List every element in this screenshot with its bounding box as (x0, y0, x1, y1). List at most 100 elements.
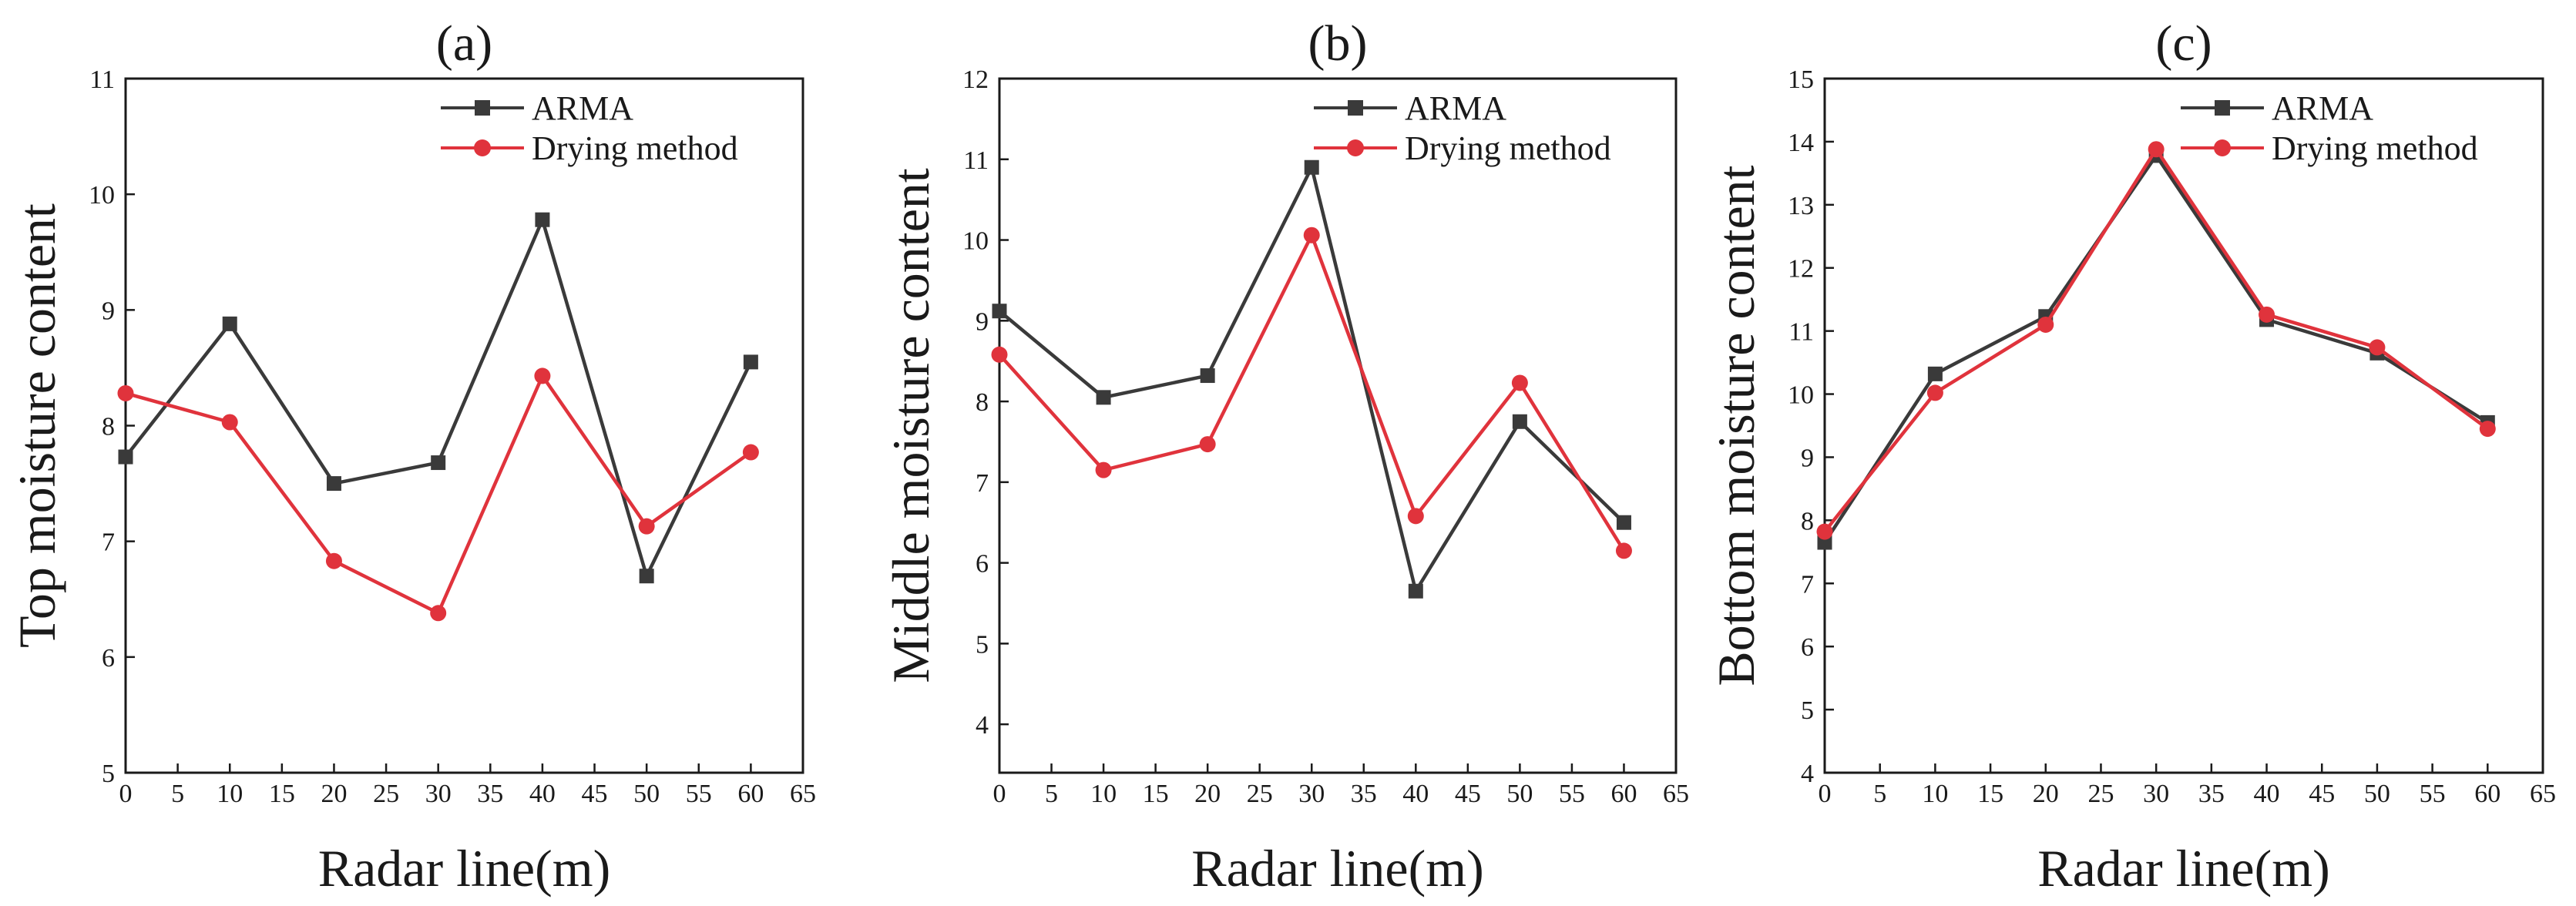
y-tick-label: 13 (1788, 192, 1814, 220)
legend-entry-drying-method: Drying method (441, 129, 738, 167)
y-tick-label: 7 (976, 469, 989, 498)
y-tick-label: 6 (1801, 633, 1814, 662)
legend-label: Drying method (2272, 129, 2478, 167)
x-tick-label: 45 (2309, 780, 2335, 808)
y-axis-title: Top moisture content (8, 203, 66, 648)
data-point-square (639, 569, 654, 584)
chart-panel-2: (c)0 5 10 15 20 25 30 35 40 45 50 55 60 6545678910111… (1707, 15, 2556, 898)
legend-label: Drying method (1405, 129, 1611, 167)
data-point-square (535, 212, 550, 227)
legend-marker-square (1348, 100, 1363, 116)
y-tick-label: 6 (102, 644, 115, 673)
x-tick-label: 50 (633, 780, 660, 808)
x-tick-label: 60 (2474, 780, 2500, 808)
y-tick-label: 6 (976, 550, 989, 579)
data-point-circle (1926, 384, 1943, 401)
chart-panel-1: (b)0 5 10 15 20 25 30 35 40 45 50 55 60 6545678910111… (882, 15, 1689, 898)
x-tick-label: 40 (1402, 780, 1429, 808)
plot-frame (1823, 77, 2544, 774)
series-drying-method (991, 226, 1632, 559)
x-tick-label: 30 (425, 780, 452, 808)
data-point-square (1616, 515, 1631, 530)
data-point-circle (221, 414, 238, 431)
x-tick-label: 0 (1819, 780, 1832, 808)
series-arma (118, 212, 758, 584)
panel-title: (c) (2155, 15, 2212, 72)
x-tick-label: 0 (119, 780, 133, 808)
x-tick-label: 5 (171, 780, 184, 808)
x-tick-label: 55 (1559, 780, 1585, 808)
data-point-square (1304, 159, 1319, 175)
y-tick-label: 9 (102, 297, 115, 325)
x-tick-label: 65 (2530, 780, 2556, 808)
legend-label: ARMA (532, 89, 633, 127)
data-point-square (222, 316, 237, 331)
panel-title: (a) (436, 15, 492, 72)
legend-marker-square (475, 100, 490, 116)
data-point-circle (2479, 421, 2496, 438)
y-tick-label: 7 (102, 528, 115, 557)
x-tick-label: 50 (2364, 780, 2390, 808)
x-axis-title: Radar line(m) (1191, 839, 1484, 898)
legend-label: Drying method (532, 129, 738, 167)
data-point-square (1408, 583, 1423, 599)
series-drying-method (117, 367, 759, 622)
y-tick-label: 4 (1801, 760, 1814, 788)
y-tick-label: 8 (976, 388, 989, 417)
series-line (125, 374, 752, 616)
x-tick-label: 25 (2087, 780, 2114, 808)
x-tick-label: 20 (321, 780, 347, 808)
y-tick-label: 4 (976, 711, 989, 740)
x-tick-label: 10 (1090, 780, 1117, 808)
x-tick-label: 15 (269, 780, 295, 808)
x-tick-label: 60 (1610, 780, 1637, 808)
x-tick-label: 20 (1194, 780, 1221, 808)
y-tick-label: 9 (976, 307, 989, 336)
x-tick-label: 5 (1045, 780, 1058, 808)
y-axis-title: Middle moisture content (882, 168, 940, 683)
legend-entry-drying-method: Drying method (2181, 129, 2478, 167)
series-arma (1817, 148, 2495, 550)
x-tick-label: 25 (1247, 780, 1273, 808)
data-point-circle (638, 518, 655, 535)
series-line (124, 217, 753, 578)
legend-marker-square (2215, 100, 2230, 116)
series-line (998, 233, 1626, 552)
x-tick-label: 5 (1873, 780, 1886, 808)
x-tick-label: 25 (373, 780, 399, 808)
x-tick-label: 40 (2254, 780, 2280, 808)
data-point-circle (2259, 306, 2275, 323)
x-tick-label: 15 (1143, 780, 1169, 808)
x-tick-label: 50 (1506, 780, 1533, 808)
data-point-circle (534, 367, 551, 384)
y-tick-label: 10 (962, 227, 989, 256)
y-tick-label: 11 (89, 65, 115, 94)
y-tick-label: 14 (1788, 129, 1814, 157)
y-tick-label: 15 (1788, 65, 1814, 94)
legend-entry-drying-method: Drying method (1314, 129, 1611, 167)
series-arma (992, 159, 1631, 599)
legend-entry-arma: ARMA (2181, 89, 2373, 127)
x-tick-label: 0 (993, 780, 1006, 808)
x-tick-label: 65 (1663, 780, 1689, 808)
y-tick-label: 5 (1801, 696, 1814, 725)
x-axis-title: Radar line(m) (2037, 839, 2330, 898)
data-point-square (431, 455, 446, 471)
x-tick-label: 30 (1298, 780, 1325, 808)
x-tick-label: 55 (686, 780, 712, 808)
x-tick-label: 35 (2198, 780, 2225, 808)
data-point-circle (1511, 374, 1528, 391)
data-point-square (326, 476, 341, 492)
legend-label: ARMA (2272, 89, 2373, 127)
y-tick-label: 12 (962, 65, 989, 94)
data-point-circle (742, 444, 759, 461)
x-tick-label: 65 (790, 780, 816, 808)
y-tick-label: 11 (963, 146, 989, 175)
legend-entry-arma: ARMA (441, 89, 633, 127)
data-point-circle (1199, 436, 1216, 453)
data-point-circle (991, 346, 1008, 363)
data-point-square (1927, 366, 1943, 381)
data-point-circle (1615, 542, 1632, 559)
series-drying-method (1816, 141, 2496, 540)
